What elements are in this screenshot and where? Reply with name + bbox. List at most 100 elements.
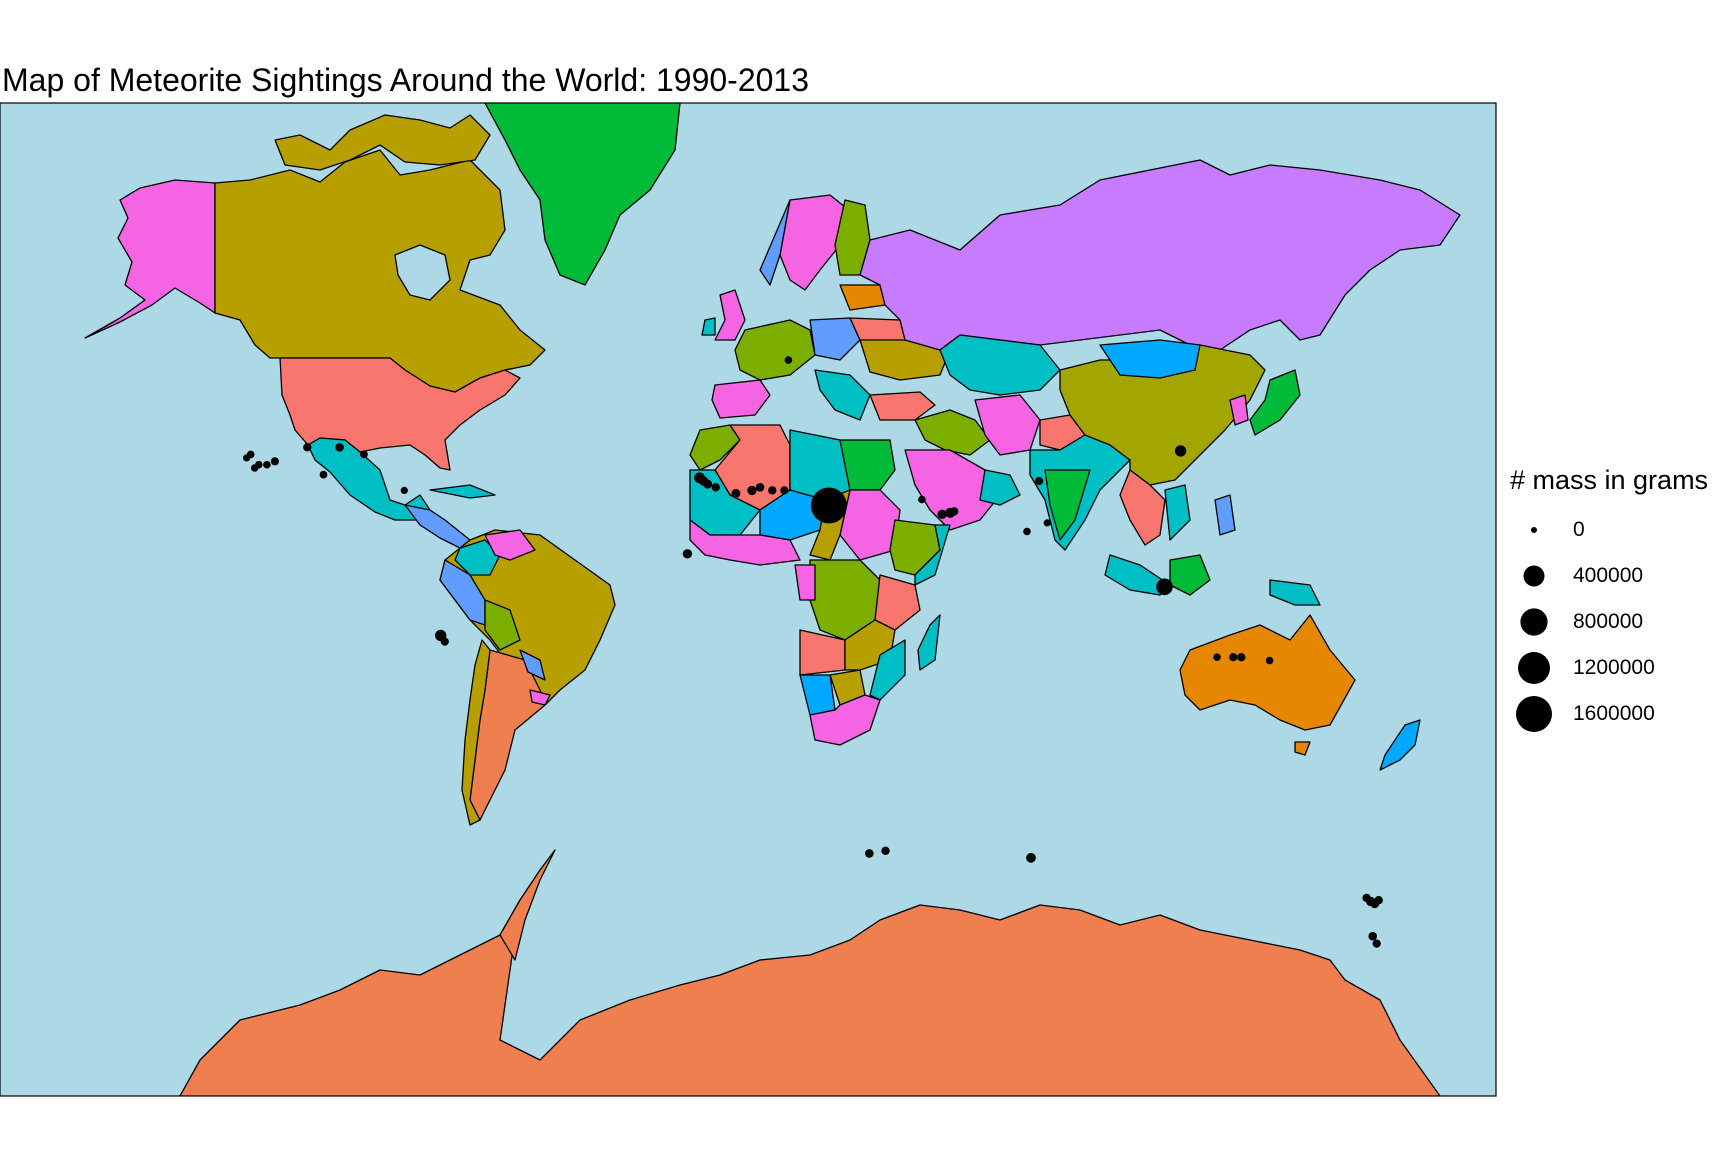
region-australia bbox=[1179, 614, 1356, 731]
legend-label-1: 400000 bbox=[1573, 564, 1644, 587]
legend-title: # mass in grams bbox=[1510, 465, 1709, 495]
legend-key-1 bbox=[1523, 565, 1545, 587]
meteorite-point bbox=[1174, 445, 1187, 457]
region-balkans bbox=[814, 369, 871, 421]
region-new-guinea bbox=[1269, 579, 1321, 606]
meteorite-point bbox=[810, 487, 847, 524]
meteorite-point bbox=[703, 479, 713, 489]
region-alaska bbox=[84, 179, 216, 339]
legend-key-0 bbox=[1531, 527, 1537, 533]
region-tasmania bbox=[1294, 741, 1311, 756]
meteorite-point bbox=[263, 460, 271, 469]
region-gabon bbox=[794, 564, 816, 601]
region-kazakhstan bbox=[939, 334, 1061, 396]
meteorite-point bbox=[360, 450, 368, 459]
meteorite-point bbox=[1043, 519, 1051, 527]
region-new-zealand bbox=[1379, 719, 1421, 771]
region-mozambique bbox=[869, 639, 906, 701]
region-mongolia bbox=[1099, 339, 1201, 379]
meteorite-point bbox=[780, 486, 789, 495]
region-colombia bbox=[454, 539, 501, 576]
meteorite-point bbox=[950, 507, 959, 516]
meteorite-point bbox=[1026, 852, 1036, 863]
meteorite-point bbox=[400, 486, 408, 494]
meteorite-point bbox=[1265, 656, 1274, 665]
region-antarctica bbox=[179, 899, 1441, 1096]
meteorite-point bbox=[768, 486, 777, 495]
meteorite-point bbox=[1372, 939, 1381, 948]
page-title: Map of Meteorite Sightings Around the Wo… bbox=[2, 62, 810, 98]
region-west-africa bbox=[689, 519, 801, 566]
region-paraguay bbox=[519, 649, 546, 681]
meteorite-point bbox=[335, 443, 344, 452]
region-hudson-bay bbox=[394, 244, 451, 301]
meteorite-point bbox=[1237, 653, 1246, 662]
meteorite-point bbox=[1374, 896, 1383, 905]
meteorite-point bbox=[865, 849, 874, 858]
region-oman bbox=[979, 469, 1021, 506]
meteorite-point bbox=[784, 356, 793, 364]
region-mexico bbox=[307, 437, 431, 521]
meteorite-point bbox=[1213, 653, 1221, 661]
meteorite-point bbox=[731, 488, 741, 498]
region-scandinavia bbox=[779, 194, 856, 291]
region-se-asia bbox=[1119, 469, 1166, 546]
region-norway bbox=[759, 199, 791, 286]
region-ireland bbox=[701, 317, 716, 336]
region-canada bbox=[214, 149, 546, 393]
legend-label-4: 1600000 bbox=[1573, 702, 1655, 725]
meteorite-point bbox=[243, 454, 251, 462]
legend-key-2 bbox=[1520, 608, 1548, 636]
meteorite-point bbox=[682, 549, 693, 559]
region-philippines bbox=[1214, 494, 1236, 536]
region-saudi bbox=[904, 449, 1001, 531]
region-india-2 bbox=[1044, 469, 1091, 541]
meteorite-points bbox=[243, 356, 1383, 948]
region-uruguay bbox=[529, 689, 551, 706]
meteorite-point bbox=[1035, 476, 1044, 486]
meteorite-point bbox=[1229, 653, 1238, 662]
region-chile bbox=[461, 639, 491, 826]
region-caribbean bbox=[429, 484, 496, 499]
meteorite-point bbox=[303, 443, 312, 452]
region-vietnam bbox=[1164, 484, 1191, 541]
region-east-africa bbox=[874, 574, 921, 631]
meteorite-point bbox=[270, 457, 279, 466]
meteorite-point bbox=[711, 483, 720, 492]
region-peru bbox=[439, 559, 486, 626]
region-uk bbox=[714, 289, 746, 341]
region-europe-west bbox=[734, 319, 816, 381]
region-antarctic-peninsula bbox=[499, 849, 556, 961]
meteorite-point bbox=[254, 460, 263, 469]
legend-label-0: 0 bbox=[1573, 518, 1585, 541]
meteorite-point bbox=[747, 485, 757, 496]
meteorite-point bbox=[881, 846, 890, 855]
meteorite-point bbox=[440, 637, 449, 646]
meteorite-point bbox=[937, 509, 947, 519]
meteorite-point bbox=[1023, 527, 1031, 536]
meteorite-point bbox=[1156, 578, 1173, 596]
region-spain bbox=[711, 379, 771, 419]
region-europe-central bbox=[809, 317, 861, 361]
region-madagascar bbox=[917, 614, 941, 671]
region-japan bbox=[1249, 369, 1301, 436]
region-egypt bbox=[839, 439, 896, 491]
meteorite-point bbox=[918, 495, 926, 504]
region-south-africa bbox=[809, 694, 881, 746]
region-canada-islands bbox=[274, 114, 491, 171]
region-greenland bbox=[484, 103, 681, 286]
meteorite-point bbox=[319, 470, 328, 479]
meteorite-point bbox=[1368, 931, 1377, 941]
region-middle-east bbox=[914, 409, 991, 456]
legend-key-4 bbox=[1516, 696, 1552, 732]
legend-label-3: 1200000 bbox=[1573, 656, 1655, 679]
legend-keys bbox=[1516, 527, 1552, 732]
region-korea bbox=[1229, 394, 1249, 426]
region-venezuela bbox=[484, 529, 536, 561]
meteorite-point bbox=[755, 483, 765, 492]
legend-key-3 bbox=[1518, 652, 1550, 684]
region-bolivia bbox=[484, 599, 521, 651]
region-turkey bbox=[869, 391, 936, 421]
region-indonesia bbox=[1104, 554, 1171, 596]
